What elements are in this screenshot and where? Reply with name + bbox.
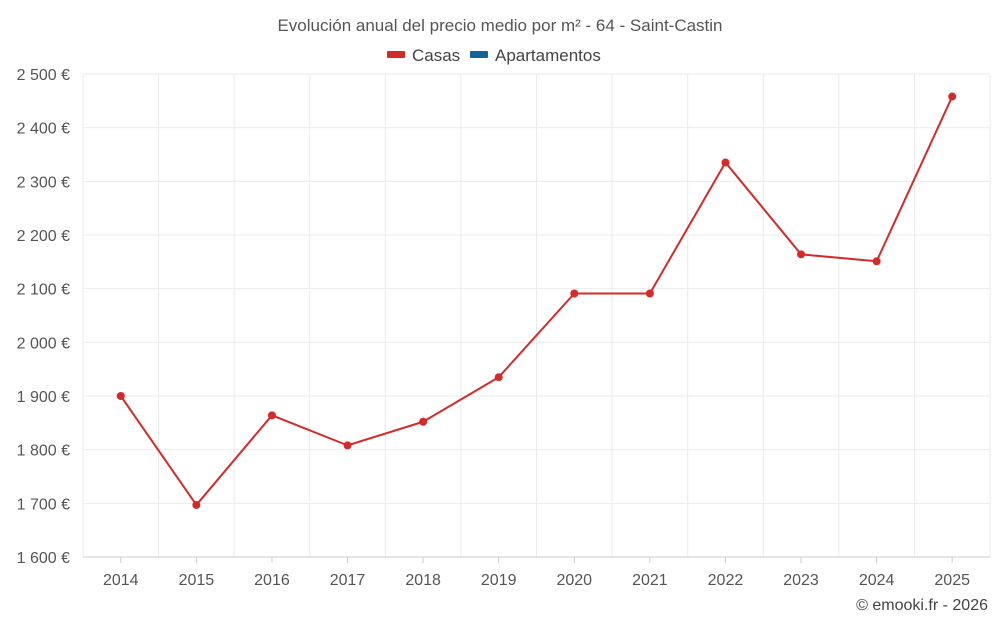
x-tick-label: 2020 bbox=[556, 572, 592, 589]
data-point[interactable] bbox=[645, 289, 654, 298]
data-point[interactable] bbox=[192, 500, 201, 509]
data-point[interactable] bbox=[948, 92, 957, 101]
series-casas bbox=[116, 92, 957, 509]
data-point[interactable] bbox=[116, 392, 125, 400]
legend-label-casas[interactable]: Casas bbox=[412, 46, 460, 65]
x-tick-label: 2025 bbox=[934, 572, 970, 589]
data-point[interactable] bbox=[570, 289, 579, 298]
data-point[interactable] bbox=[343, 441, 352, 450]
series-line bbox=[119, 96, 954, 506]
x-axis: 2014 2015 2016 2017 2018 2019 2020 2021 2022 2023… bbox=[83, 556, 990, 589]
y-tick-label: 1 800 € bbox=[17, 443, 70, 460]
grid bbox=[82, 73, 991, 557]
x-tick-label: 2015 bbox=[179, 572, 215, 589]
legend: Casas Apartamentos bbox=[387, 46, 601, 65]
legend-swatch-apartamentos bbox=[470, 51, 488, 58]
y-tick-label: 2 100 € bbox=[17, 282, 70, 299]
legend-swatch-casas bbox=[387, 51, 405, 58]
x-tick-label: 2022 bbox=[708, 572, 744, 589]
data-point[interactable] bbox=[419, 417, 428, 426]
y-tick-label: 2 400 € bbox=[17, 121, 70, 138]
y-tick-label: 2 000 € bbox=[17, 335, 70, 352]
x-tick-label: 2014 bbox=[103, 572, 139, 589]
y-tick-label: 2 500 € bbox=[17, 67, 70, 84]
y-tick-label: 1 700 € bbox=[17, 496, 70, 513]
y-tick-label: 2 200 € bbox=[17, 228, 70, 245]
x-tick-label: 2023 bbox=[783, 572, 819, 589]
data-point[interactable] bbox=[872, 257, 881, 266]
credit-text: © emooki.fr - 2026 bbox=[856, 597, 988, 614]
data-point[interactable] bbox=[494, 373, 503, 382]
x-tick-label: 2016 bbox=[254, 572, 290, 589]
x-tick-label: 2021 bbox=[632, 572, 668, 589]
data-point[interactable] bbox=[797, 250, 806, 259]
x-tick-label: 2018 bbox=[405, 572, 441, 589]
y-tick-label: 2 300 € bbox=[17, 174, 70, 191]
y-tick-label: 1 600 € bbox=[17, 550, 70, 567]
data-point[interactable] bbox=[267, 411, 276, 420]
x-tick-label: 2019 bbox=[481, 572, 517, 589]
x-tick-label: 2024 bbox=[859, 572, 895, 589]
data-point[interactable] bbox=[721, 158, 730, 167]
legend-label-apartamentos[interactable]: Apartamentos bbox=[495, 46, 601, 65]
chart-title: Evolución anual del precio medio por m² … bbox=[277, 16, 722, 35]
y-tick-label: 1 900 € bbox=[17, 389, 70, 406]
x-tick-label: 2017 bbox=[330, 572, 366, 589]
y-axis: 1 600 € 1 700 € 1 800 € 1 900 € 2 000 € 2 100… bbox=[17, 67, 70, 567]
